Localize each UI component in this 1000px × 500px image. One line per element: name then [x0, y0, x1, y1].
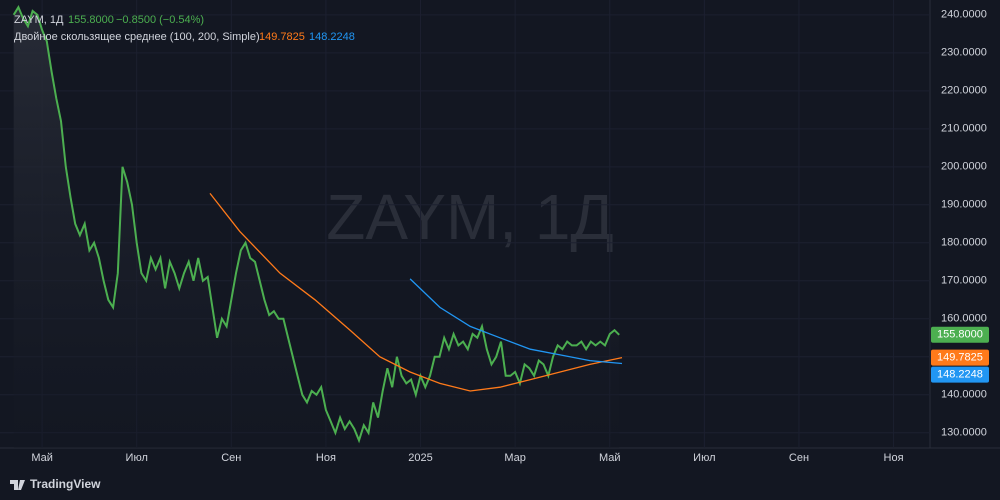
y-tick-label: 230.0000: [941, 47, 987, 59]
y-tick-label: 200.0000: [941, 161, 987, 173]
last-price: 155.8000: [68, 14, 114, 26]
series-line: [409, 278, 623, 365]
x-tick-label: Май: [31, 452, 53, 464]
x-tick-label: Мар: [504, 452, 526, 464]
price-badge: [931, 349, 989, 366]
price-badge: [931, 366, 989, 383]
x-tick-label: Май: [599, 452, 621, 464]
indicator: Двойное скользящее среднее (100, 200, Si…: [14, 31, 260, 43]
series-line: [209, 192, 623, 392]
y-tick-label: 140.0000: [941, 389, 987, 401]
y-tick-label: 130.0000: [941, 427, 987, 439]
indicator-value: 149.7825: [259, 31, 305, 43]
y-tick-label: 210.0000: [941, 123, 987, 135]
y-tick-label: 190.0000: [941, 199, 987, 211]
x-tick-label: Июл: [693, 452, 715, 464]
price-badge-label: 148.2248: [937, 369, 983, 381]
indicator-value: 148.2248: [309, 31, 355, 43]
symbol: ZAYM, 1Д: [14, 14, 64, 26]
plot: [0, 0, 930, 448]
watermark: ZAYM, 1Д: [326, 181, 614, 253]
y-tick-label: 170.0000: [941, 275, 987, 287]
brand: TradingView: [30, 477, 101, 491]
y-tick-label: 220.0000: [941, 85, 987, 97]
change: −0.8500 (−0.54%): [116, 14, 204, 26]
series-line: [12, 5, 620, 444]
x-tick-label: Сен: [221, 452, 241, 464]
x-tick-label: Ноя: [884, 452, 904, 464]
price-badge-label: 149.7825: [937, 352, 983, 364]
area: [13, 7, 620, 448]
y-tick-label: 180.0000: [941, 237, 987, 249]
x-tick-label: Июл: [126, 452, 148, 464]
price-badge-label: 155.8000: [937, 329, 983, 341]
x-tick-label: Сен: [789, 452, 809, 464]
y-tick-label: 160.0000: [941, 313, 987, 325]
x-tick-label: Ноя: [316, 452, 336, 464]
brand-logo: [10, 480, 25, 490]
y-tick-label: 240.0000: [941, 9, 987, 21]
x-tick-label: 2025: [408, 452, 432, 464]
price-badge: [931, 326, 989, 343]
